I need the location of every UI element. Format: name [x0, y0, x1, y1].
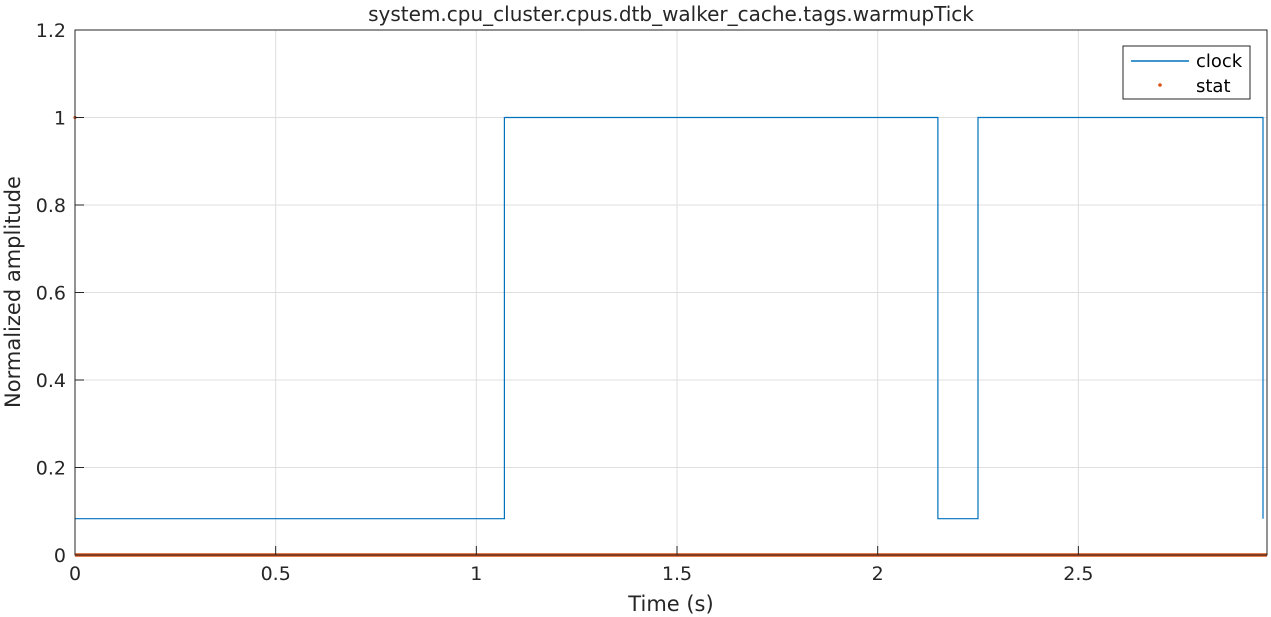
y-tick-label: 0.2: [36, 458, 66, 480]
y-tick-label: 1: [54, 108, 66, 130]
axis-ticks: 0 0.5 1 1.5 2 2.5 0 0.2 0.4 0.6 0.8 1 1.2: [36, 20, 1094, 585]
y-tick-label: 0.8: [36, 195, 66, 217]
y-tick-label: 0: [54, 545, 66, 567]
legend-clock-label: clock: [1196, 51, 1243, 72]
legend-box: [1122, 45, 1251, 100]
legend: clock stat: [1122, 45, 1251, 100]
y-tick-label: 0.6: [36, 283, 66, 305]
y-tick-label: 0.4: [36, 370, 66, 392]
x-tick-label: 1.5: [662, 563, 692, 585]
x-tick-label: 0.5: [261, 563, 291, 585]
series-clock-line: [75, 116, 1264, 520]
legend-stat-label: stat: [1196, 76, 1231, 97]
x-tick-label: 2: [872, 563, 884, 585]
x-tick-label: 1: [470, 563, 482, 585]
y-tick-label: 1.2: [36, 20, 66, 42]
y-axis-label: Normalized amplitude: [1, 176, 25, 408]
x-tick-label: 2.5: [1063, 563, 1093, 585]
chart-title: system.cpu_cluster.cpus.dtb_walker_cache…: [368, 2, 974, 26]
x-tick-label: 0: [69, 563, 81, 585]
legend-stat-swatch: [1158, 83, 1162, 87]
x-axis-label: Time (s): [627, 592, 713, 616]
